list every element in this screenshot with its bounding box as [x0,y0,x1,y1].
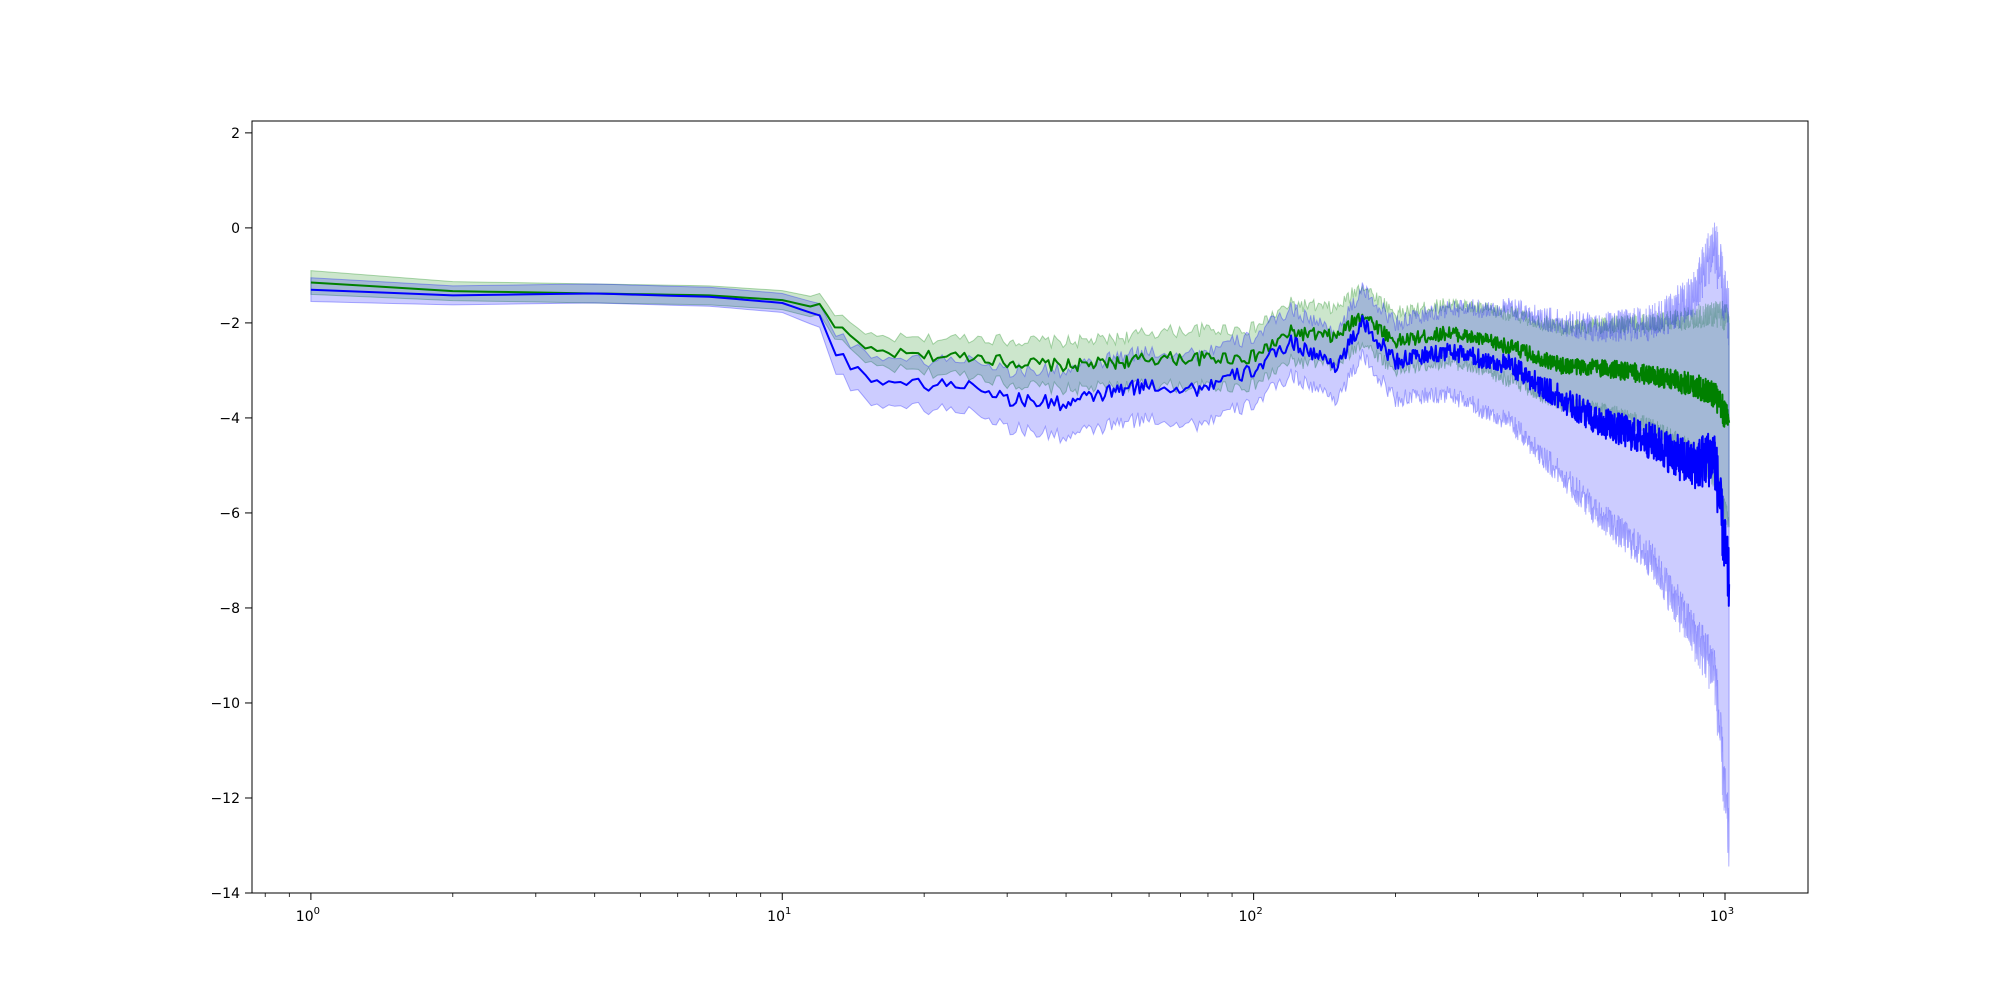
confidence-band-1 [310,222,1730,867]
series-line-0 [310,281,1731,428]
y-axis: 2 0 −2 −4 −6 −8 −10 −12 −14 [210,126,252,902]
confidence-band-0 [310,270,1730,528]
y-tick-label: −2 [219,316,240,332]
x-tick-label: 103 [1710,906,1734,925]
x-tick-label: 101 [767,906,791,925]
y-tick-label: 2 [231,126,240,142]
y-tick-label: −6 [219,506,240,522]
x-tick-label: 100 [296,906,320,925]
y-tick-label: −4 [219,411,240,427]
x-tick-label: 102 [1239,906,1263,925]
y-tick-label: 0 [231,221,240,237]
y-tick-label: −14 [210,886,240,902]
series-lines [310,281,1731,607]
y-tick-label: −8 [219,601,240,617]
series-line-1 [310,288,1731,607]
x-axis: 100 101 102 103 [264,893,1734,925]
plot-frame [251,120,1809,894]
y-tick-label: −10 [210,696,240,712]
confidence-bands [310,222,1730,867]
y-tick-label: −12 [210,791,240,807]
